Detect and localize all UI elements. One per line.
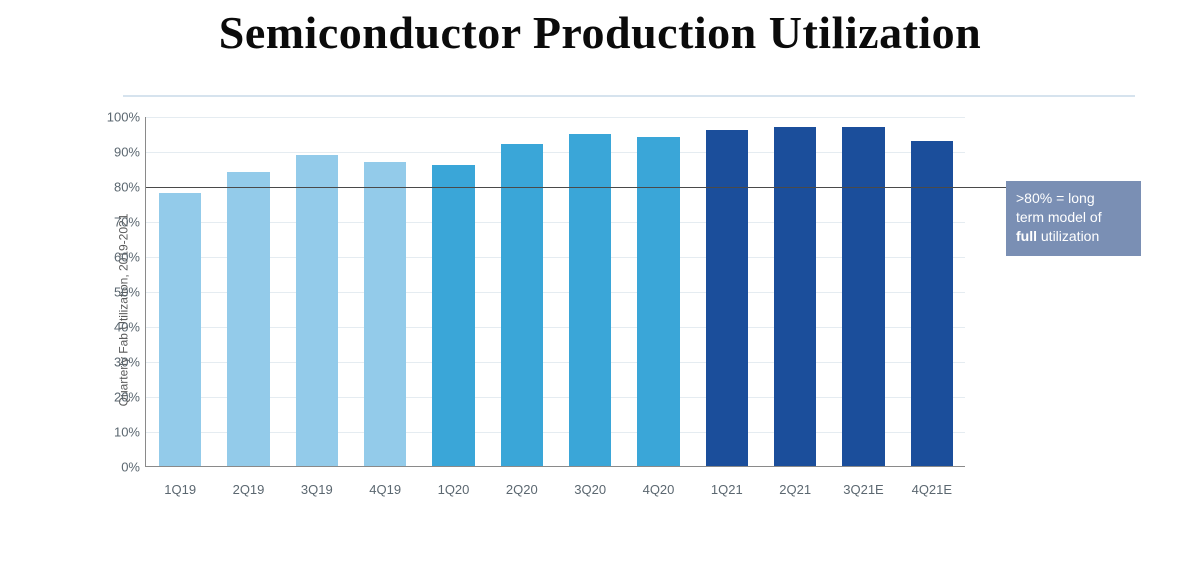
chart-container: Quarterly Fab Utilization, 2019-2021 0%1… bbox=[85, 95, 1135, 525]
bars-layer bbox=[146, 117, 965, 466]
x-tick-label: 4Q19 bbox=[369, 482, 401, 497]
bar bbox=[364, 162, 406, 467]
x-tick-label: 2Q21 bbox=[779, 482, 811, 497]
x-tick-label: 3Q21E bbox=[843, 482, 883, 497]
bar bbox=[159, 193, 201, 466]
x-tick-label: 2Q19 bbox=[233, 482, 265, 497]
y-tick-label: 30% bbox=[114, 355, 146, 370]
page-title: Semiconductor Production Utilization bbox=[0, 6, 1200, 59]
annotation-line: >80% = long bbox=[1016, 189, 1131, 208]
chart-top-rule bbox=[123, 95, 1135, 97]
y-tick-label: 10% bbox=[114, 425, 146, 440]
y-tick-label: 60% bbox=[114, 250, 146, 265]
threshold-line bbox=[146, 187, 1006, 188]
annotation-line: term model of bbox=[1016, 208, 1131, 227]
bar bbox=[432, 165, 474, 466]
bar bbox=[774, 127, 816, 467]
bar bbox=[706, 130, 748, 466]
x-tick-label: 1Q20 bbox=[438, 482, 470, 497]
bar bbox=[501, 144, 543, 466]
y-tick-label: 90% bbox=[114, 145, 146, 160]
threshold-annotation: >80% = longterm model offull utilization bbox=[1006, 181, 1141, 256]
y-axis-label: Quarterly Fab Utilization, 2019-2021 bbox=[116, 214, 130, 407]
bar bbox=[296, 155, 338, 467]
y-tick-label: 0% bbox=[121, 460, 146, 475]
y-tick-label: 50% bbox=[114, 285, 146, 300]
page-root: { "title": "Semiconductor Production Uti… bbox=[0, 0, 1200, 561]
x-tick-label: 1Q21 bbox=[711, 482, 743, 497]
y-tick-label: 80% bbox=[114, 180, 146, 195]
x-tick-label: 3Q19 bbox=[301, 482, 333, 497]
x-tick-label: 2Q20 bbox=[506, 482, 538, 497]
chart-plot-area: 0%10%20%30%40%50%60%70%80%90%100%1Q192Q1… bbox=[145, 117, 965, 467]
y-tick-label: 20% bbox=[114, 390, 146, 405]
y-tick-label: 40% bbox=[114, 320, 146, 335]
x-tick-label: 3Q20 bbox=[574, 482, 606, 497]
annotation-line: full utilization bbox=[1016, 227, 1131, 246]
x-tick-label: 4Q21E bbox=[912, 482, 952, 497]
y-tick-label: 100% bbox=[107, 110, 146, 125]
bar bbox=[911, 141, 953, 467]
bar bbox=[569, 134, 611, 467]
x-tick-label: 1Q19 bbox=[164, 482, 196, 497]
bar bbox=[227, 172, 269, 466]
x-tick-label: 4Q20 bbox=[643, 482, 675, 497]
y-tick-label: 70% bbox=[114, 215, 146, 230]
bar bbox=[842, 127, 884, 467]
